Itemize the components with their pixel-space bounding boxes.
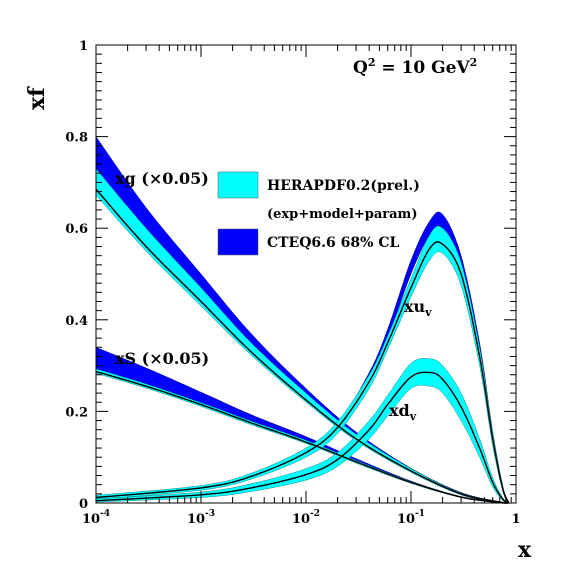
legend-sublabel-hera: (exp+model+param) [267,207,417,222]
y-tick-label: 1 [79,39,88,54]
legend-swatch-cteq [217,228,259,256]
x-tick-label: 1 [511,512,520,527]
central-line-xs [95,370,509,504]
axis-ticks [95,44,517,504]
central-lines-layer [95,188,510,504]
x-tick-label: 10-4 [82,509,110,527]
legend: HERAPDF0.2(prel.) (exp+model+param) CTEQ… [217,171,420,256]
y-tick-label: 0.8 [65,131,88,146]
annotation-xuv: xuv [404,297,432,319]
x-tick-label: 10-3 [187,509,215,527]
chart-title: Q2 = 10 GeV2 [353,56,477,78]
legend-swatch-hera [217,171,259,199]
legend-label-hera: HERAPDF0.2(prel.) [267,178,420,194]
y-tick-label: 0.2 [65,405,88,420]
tick-labels: 0 0.2 0.4 0.6 0.8 1 10-4 10-3 10-2 10-1 1 [65,39,520,527]
y-tick-label: 0.6 [65,222,88,237]
y-axis-label: xf [24,86,50,110]
x-tick-label: 10-1 [397,509,425,527]
central-line-xg [95,188,509,504]
annotation-xdv: xdv [389,401,417,423]
annotation-xg: xg (×0.05) [115,169,209,188]
annotation-xs: xS (×0.05) [115,349,209,368]
y-tick-label: 0.4 [65,314,88,329]
central-line-xuv [95,241,510,503]
x-tick-label: 10-2 [292,509,320,527]
legend-label-cteq: CTEQ6.6 68% CL [267,235,399,251]
y-tick-label: 0 [79,497,88,512]
central-line-xdv [95,371,509,504]
x-axis-label: x [518,537,532,563]
